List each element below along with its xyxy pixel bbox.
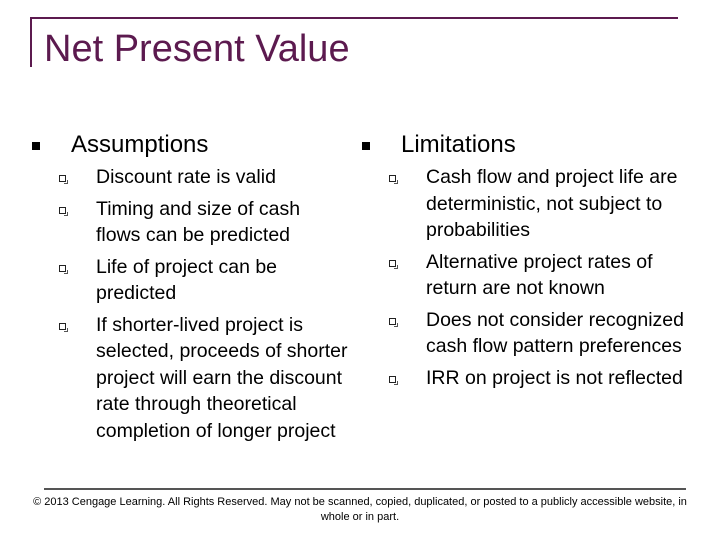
list-item: Timing and size of cash flows can be pre… bbox=[30, 196, 348, 249]
list-item-text: Discount rate is valid bbox=[96, 166, 276, 188]
limitations-section: Limitations Cash flow and project life a… bbox=[360, 130, 690, 396]
checkbox-bullet-icon bbox=[389, 375, 398, 385]
title-rule-top bbox=[30, 17, 678, 19]
assumptions-heading: Assumptions bbox=[30, 130, 348, 160]
checkbox-bullet-icon bbox=[59, 322, 68, 332]
limitations-list: Cash flow and project life are determini… bbox=[360, 164, 690, 391]
list-item: Life of project can be predicted bbox=[30, 254, 348, 307]
checkbox-bullet-icon bbox=[389, 317, 398, 327]
assumptions-section: Assumptions Discount rate is valid Timin… bbox=[30, 130, 348, 449]
list-item: Alternative project rates of return are … bbox=[360, 249, 690, 302]
list-item: Discount rate is valid bbox=[30, 164, 348, 191]
list-item: If shorter-lived project is selected, pr… bbox=[30, 312, 348, 445]
list-item-text: Timing and size of cash flows can be pre… bbox=[96, 197, 301, 247]
list-item: Cash flow and project life are determini… bbox=[360, 164, 690, 244]
checkbox-bullet-icon bbox=[59, 175, 68, 184]
checkbox-bullet-icon bbox=[389, 175, 398, 184]
assumptions-heading-text: Assumptions bbox=[71, 131, 209, 158]
title-rule-left bbox=[30, 17, 32, 67]
checkbox-bullet-icon bbox=[59, 206, 68, 216]
limitations-heading: Limitations bbox=[360, 130, 690, 160]
limitations-heading-text: Limitations bbox=[401, 131, 516, 158]
square-bullet-icon bbox=[362, 142, 370, 150]
list-item: Does not consider recognized cash flow p… bbox=[360, 307, 690, 360]
slide-title: Net Present Value bbox=[44, 28, 350, 70]
assumptions-list: Discount rate is valid Timing and size o… bbox=[30, 164, 348, 444]
list-item: IRR on project is not reflected bbox=[360, 365, 690, 392]
list-item-text: If shorter-lived project is selected, pr… bbox=[96, 313, 348, 442]
checkbox-bullet-icon bbox=[389, 259, 398, 269]
footer-divider bbox=[44, 488, 686, 490]
checkbox-bullet-icon bbox=[59, 264, 68, 274]
list-item-text: IRR on project is not reflected bbox=[426, 366, 683, 389]
list-item-text: Cash flow and project life are determini… bbox=[426, 166, 678, 241]
copyright-footer: © 2013 Cengage Learning. All Rights Rese… bbox=[33, 496, 687, 523]
list-item-text: Alternative project rates of return are … bbox=[426, 250, 653, 300]
list-item-text: Life of project can be predicted bbox=[96, 255, 278, 305]
list-item-text: Does not consider recognized cash flow p… bbox=[426, 308, 684, 358]
square-bullet-icon bbox=[32, 142, 40, 150]
